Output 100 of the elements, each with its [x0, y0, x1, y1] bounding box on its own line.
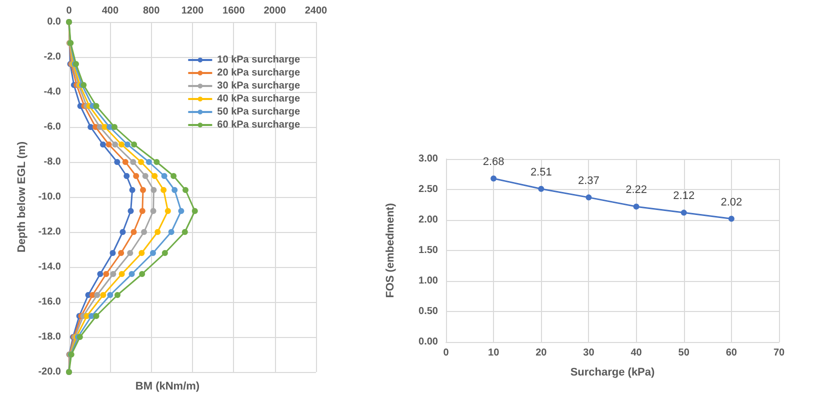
y-tick-label: -2.0	[44, 52, 62, 62]
point	[122, 159, 128, 165]
x-tick-label: 10	[488, 348, 500, 358]
y-tick-label: 2.00	[418, 214, 438, 226]
point	[93, 103, 100, 109]
legend-label: 30 kPa surcharge	[217, 80, 300, 92]
y-tick-label: -4.0	[44, 86, 62, 98]
x-tick-label: 1600	[222, 6, 246, 16]
point	[112, 142, 118, 148]
point	[111, 124, 118, 130]
y-tick-label: -12.0	[38, 226, 62, 238]
legend-label: 40 kPa surcharge	[217, 94, 300, 104]
x-tick-label: 1200	[181, 6, 204, 16]
point	[127, 250, 134, 256]
point	[138, 250, 145, 256]
y-tick-label: -8.0	[44, 156, 62, 168]
point	[192, 208, 198, 214]
y-axis-title: FOS (embedment)	[384, 202, 396, 298]
y-tick-label: 1.00	[418, 276, 438, 286]
point	[142, 173, 148, 179]
point	[728, 216, 734, 222]
point	[118, 271, 125, 277]
y-tick-label: 0.0	[47, 16, 62, 28]
point	[114, 292, 120, 298]
y-tick-label: 3.00	[418, 154, 438, 164]
x-axis-title: Surcharge (kPa)	[570, 366, 656, 378]
point	[140, 187, 146, 193]
point	[168, 229, 174, 235]
point	[160, 187, 167, 193]
x-tick-label: 0	[443, 348, 450, 358]
point	[88, 124, 94, 130]
point	[110, 250, 116, 256]
point	[172, 187, 178, 193]
x-tick-label: 800	[142, 6, 160, 16]
point	[182, 187, 188, 193]
point	[490, 176, 497, 182]
point	[118, 142, 124, 148]
point	[164, 208, 171, 214]
x-tick-label: 40	[630, 348, 642, 358]
y-tick-label: -6.0	[44, 122, 62, 132]
point	[141, 229, 148, 235]
point	[150, 250, 156, 256]
point	[133, 173, 140, 179]
y-tick-label: 1.50	[418, 245, 438, 256]
x-tick-label: 400	[102, 6, 119, 16]
point	[680, 210, 687, 216]
point	[146, 159, 152, 165]
point	[138, 159, 144, 165]
x-tick-label: 70	[773, 348, 785, 358]
x-tick-label: 2000	[264, 6, 286, 16]
point	[110, 271, 116, 277]
y-axis-title: Depth below EGL (m)	[16, 141, 28, 253]
point	[150, 208, 156, 214]
point	[154, 229, 161, 235]
y-tick-label: 0.50	[418, 306, 438, 317]
point	[139, 208, 146, 214]
y-tick-label: -20.0	[38, 366, 62, 378]
point	[538, 186, 544, 192]
point	[93, 313, 100, 319]
x-tick-label: 60	[726, 348, 738, 358]
y-tick-label: 0.00	[418, 336, 438, 348]
point	[128, 208, 134, 214]
point	[130, 159, 136, 165]
point	[100, 142, 106, 148]
point	[586, 194, 592, 200]
y-tick-label: -16.0	[38, 296, 62, 308]
point	[633, 204, 640, 210]
data-label: 2.68	[482, 156, 504, 168]
point	[131, 142, 138, 148]
point	[182, 229, 188, 235]
data-label: 2.22	[626, 184, 647, 196]
point	[94, 292, 100, 298]
point	[114, 159, 120, 165]
x-tick-label: 30	[583, 348, 595, 358]
point	[162, 250, 168, 256]
y-tick-label: 2.50	[418, 184, 438, 195]
point	[161, 173, 168, 179]
point	[103, 271, 110, 277]
x-tick-label: 50	[678, 348, 690, 358]
point	[139, 271, 146, 277]
point	[130, 229, 137, 235]
legend-label: 60 kPa surcharge	[217, 120, 300, 130]
point	[170, 173, 177, 179]
point	[128, 271, 135, 277]
point	[152, 173, 158, 179]
point	[124, 142, 130, 148]
x-tick-label: 2400	[304, 6, 328, 16]
point	[150, 187, 157, 193]
point	[97, 271, 104, 277]
legend-label: 20 kPa surcharge	[217, 68, 300, 78]
y-tick-label: -18.0	[38, 332, 62, 342]
point	[100, 292, 106, 298]
x-tick-label: 20	[536, 348, 548, 358]
y-tick-label: -10.0	[38, 192, 62, 202]
point	[178, 208, 184, 214]
point	[120, 229, 126, 235]
data-label: 2.51	[530, 166, 552, 178]
point	[106, 142, 112, 148]
legend-label: 50 kPa surcharge	[217, 106, 300, 118]
data-label: 2.12	[673, 190, 695, 202]
